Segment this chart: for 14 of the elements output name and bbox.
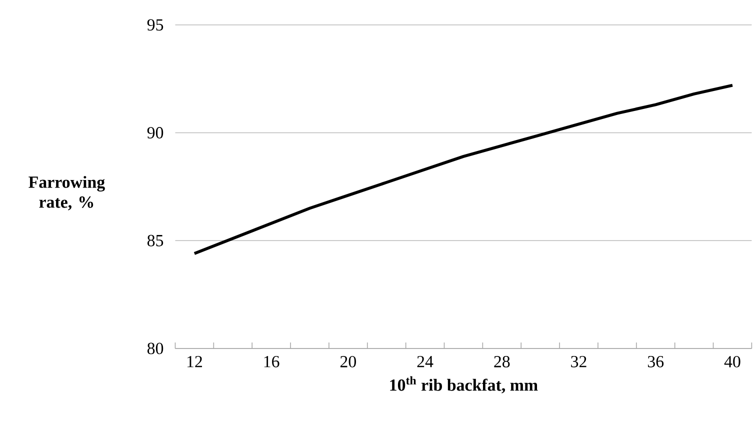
- y-tick-label: 85: [147, 234, 164, 246]
- x-axis-title: 10$^{th}$ rib backfat, mm: [390, 376, 538, 394]
- x-tick-label: 36: [648, 356, 664, 368]
- x-tick-label: 32: [571, 356, 586, 368]
- x-tick-label: 12: [187, 356, 202, 368]
- x-tick-label: 24: [417, 356, 434, 368]
- x-tick-label: 40: [724, 356, 740, 368]
- x-tick-label: 28: [494, 356, 510, 368]
- x-tick-label: 16: [264, 356, 280, 368]
- y-axis-title: Farrowing rate, %: [28, 176, 105, 210]
- y-tick-label: 80: [147, 342, 164, 354]
- x-tick-label: 20: [340, 356, 356, 368]
- y-tick-label: 90: [147, 126, 164, 138]
- y-tick-label: 95: [147, 19, 164, 31]
